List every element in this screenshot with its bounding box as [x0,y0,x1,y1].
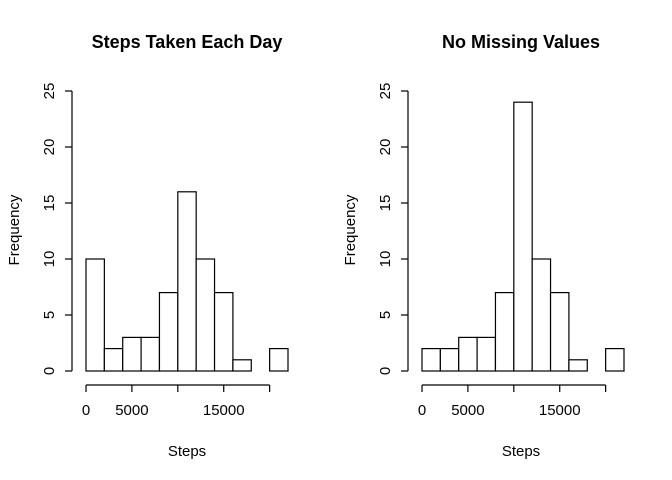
histogram-bar [177,191,197,372]
histogram-panel-steps: Steps Taken Each Day Steps Frequency 0 5 1… [6,32,289,460]
y-tick-label: 25 [377,83,394,100]
y-tick-label: 0 [41,367,58,375]
histogram-bar [549,292,570,372]
histogram-panel-no-missing: No Missing Values Steps Frequency 0 5 10 15… [342,32,625,460]
histogram-bar [605,348,625,372]
x-axis-label: Steps [168,443,206,460]
y-tick-label: 20 [377,139,394,156]
x-tick-label: 0 [418,402,426,419]
histogram-bar [269,348,289,372]
histogram-bar [213,292,234,372]
histogram-bar [85,258,105,372]
histogram-bar [122,336,142,372]
y-tick-label: 10 [41,251,58,268]
histogram-bar [140,336,161,372]
histogram-bar [103,348,124,372]
histogram-bar [476,336,497,372]
y-tick-label: 10 [377,251,394,268]
histogram-bar [568,359,588,372]
y-tick-label: 25 [41,83,58,100]
histogram-bar [158,292,179,372]
y-tick-label: 5 [41,311,58,319]
chart-title: Steps Taken Each Day [92,32,283,52]
y-tick-label: 0 [377,367,394,375]
x-axis-label: Steps [502,443,540,460]
x-tick-label: 0 [82,402,90,419]
chart-title: No Missing Values [442,32,600,52]
x-tick-label: 5000 [115,402,148,419]
histogram-bar [458,336,478,372]
histogram-bar [195,258,216,372]
histogram-bar [494,292,515,372]
y-tick-label: 15 [41,195,58,212]
histogram-bar [513,101,533,372]
y-tick-label: 15 [377,195,394,212]
histogram-bar [439,348,460,372]
x-tick-label: 5000 [451,402,484,419]
y-axis-label: Frequency [342,194,359,265]
histogram-bar [232,359,252,372]
x-tick-label: 15000 [539,402,581,419]
histogram-bar [421,348,441,372]
x-tick-label: 15000 [203,402,245,419]
y-tick-label: 5 [377,311,394,319]
y-axis-label: Frequency [6,194,23,265]
y-tick-label: 20 [41,139,58,156]
histogram-bar [531,258,552,372]
